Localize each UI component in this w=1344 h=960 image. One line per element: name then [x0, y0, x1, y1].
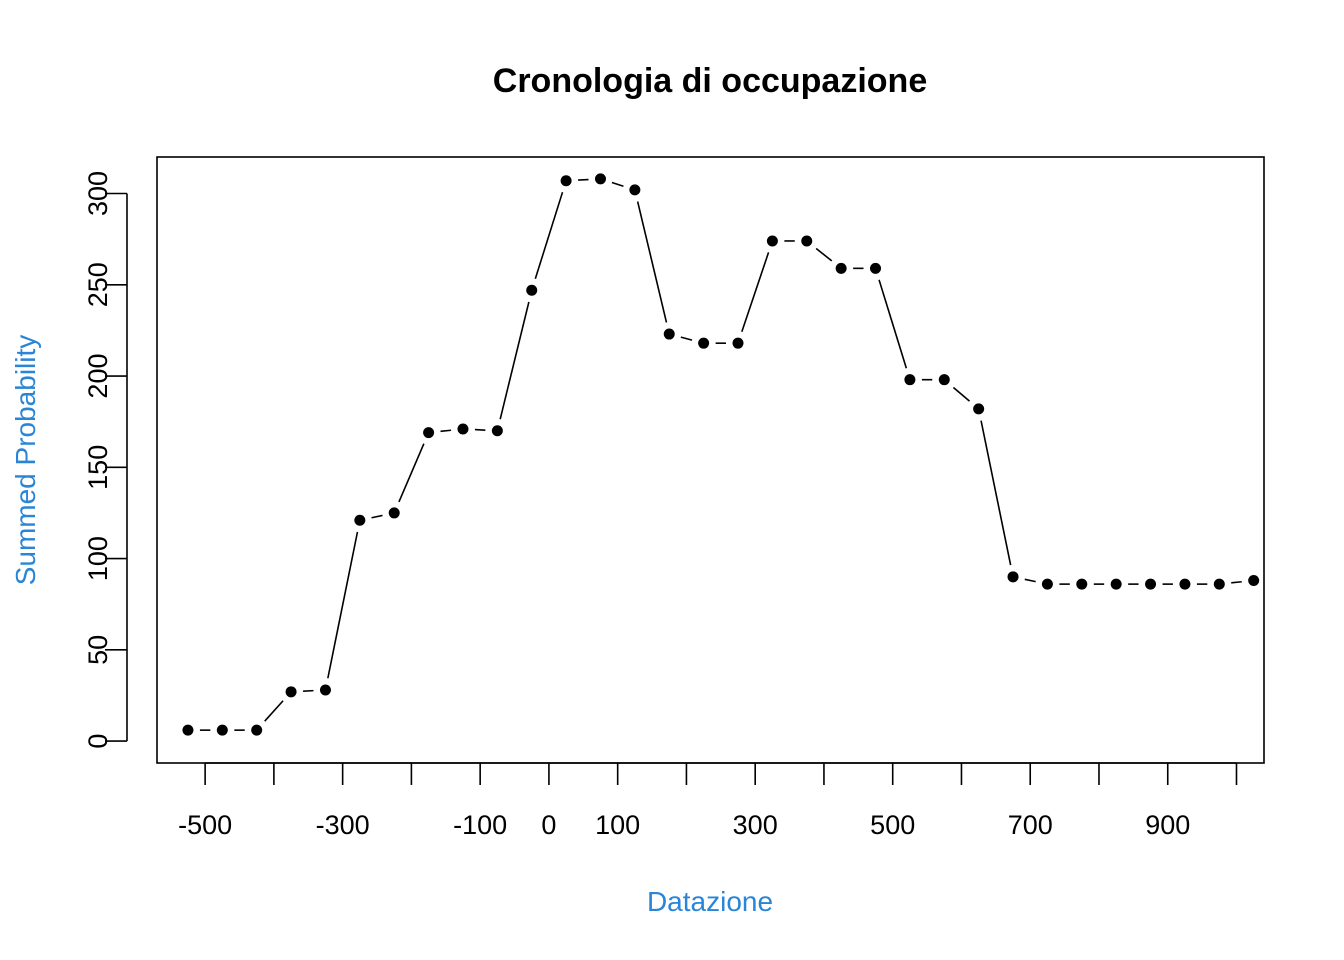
connector-line [1231, 580, 1242, 584]
x-tick-label: -300 [316, 810, 370, 840]
connector-line [474, 428, 486, 431]
connector-line [534, 191, 564, 280]
data-point [526, 284, 538, 296]
data-point [216, 724, 228, 736]
connector-line [398, 443, 425, 503]
data-point [1248, 574, 1260, 586]
connector-line [952, 386, 971, 402]
connector-line [636, 201, 668, 323]
y-axis: 0 50 100 150 200 250 300 [83, 171, 128, 749]
connector-line [1024, 578, 1036, 583]
x-tick-label: 0 [541, 810, 556, 840]
connector-line [264, 700, 284, 722]
connector-line [980, 420, 1012, 566]
data-point [457, 423, 469, 435]
data-point [1076, 578, 1088, 590]
x-tick-label: 100 [595, 810, 640, 840]
x-tick-label: 300 [733, 810, 778, 840]
connector-line [878, 279, 908, 369]
x-tick-label: 700 [1008, 810, 1053, 840]
data-point [801, 235, 813, 247]
data-point [1179, 578, 1191, 590]
chart-title: Cronologia di occupazione [493, 62, 927, 100]
data-point [285, 686, 297, 698]
connector-line [303, 689, 314, 692]
data-point [319, 684, 331, 696]
y-tick-label: 100 [83, 536, 113, 581]
data-point [1213, 578, 1225, 590]
data-point [251, 724, 263, 736]
data-point [766, 235, 778, 247]
data-point [423, 427, 435, 439]
data-point [1110, 578, 1122, 590]
y-axis-label: Summed Probability [10, 335, 41, 586]
connector-line [440, 429, 452, 433]
data-point [663, 328, 675, 340]
data-point [182, 724, 194, 736]
data-point [973, 403, 985, 415]
data-point [698, 337, 710, 349]
connector-line [611, 181, 624, 187]
connector-line [327, 531, 359, 679]
data-point [1007, 571, 1019, 583]
data-point [1145, 578, 1157, 590]
data-point [732, 337, 744, 349]
x-tick-label: 900 [1145, 810, 1190, 840]
connector-line [371, 514, 383, 519]
plot-frame [156, 156, 1265, 764]
data-point [629, 184, 641, 196]
x-tick-label: 500 [870, 810, 915, 840]
data-point [491, 425, 503, 437]
y-tick-label: 0 [83, 734, 113, 749]
connector-line [741, 252, 770, 333]
connector-line [680, 336, 693, 341]
y-tick-label: 150 [83, 445, 113, 490]
x-tick-label: -500 [178, 810, 232, 840]
data-point [870, 262, 882, 274]
data-point [1041, 578, 1053, 590]
x-tick-label: -100 [453, 810, 507, 840]
connector-line [499, 301, 530, 420]
data-point [938, 374, 950, 386]
connector-line [815, 247, 833, 262]
data-points [182, 173, 1260, 736]
data-point [594, 173, 606, 185]
data-point [388, 507, 400, 519]
y-tick-label: 200 [83, 354, 113, 399]
y-tick-label: 250 [83, 262, 113, 307]
connector-line [578, 178, 589, 181]
data-point [904, 374, 916, 386]
y-tick-label: 50 [83, 635, 113, 665]
x-axis: -500 -300 -100 0 100 300 500 700 900 [178, 762, 1238, 840]
y-tick-label: 300 [83, 171, 113, 216]
data-point [354, 514, 366, 526]
connector-lines [199, 178, 1242, 731]
data-point [560, 175, 572, 187]
x-axis-label: Datazione [647, 886, 773, 917]
data-point [835, 262, 847, 274]
